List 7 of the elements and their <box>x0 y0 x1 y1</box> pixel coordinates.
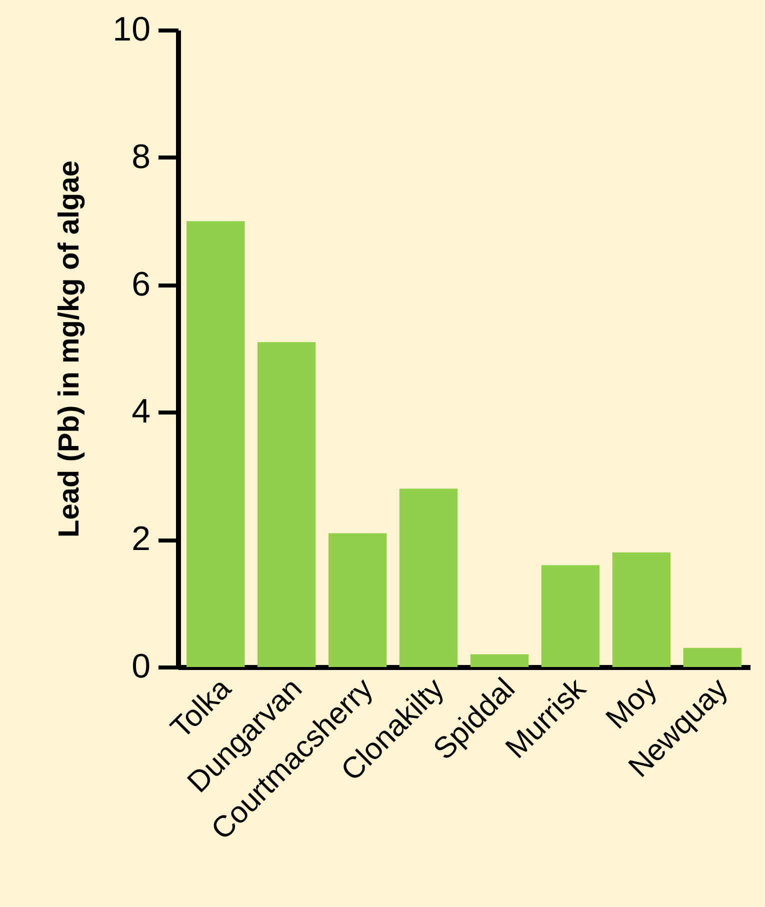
y-tick-label: 6 <box>132 265 150 304</box>
y-tick-label: 10 <box>112 10 150 48</box>
y-tick-label: 0 <box>132 648 150 686</box>
y-axis-title: Lead (Pb) in mg/kg of algae <box>54 160 86 538</box>
y-tick-label: 2 <box>132 520 150 558</box>
y-tick-label: 8 <box>132 138 150 176</box>
y-tick-label: 4 <box>132 392 150 431</box>
